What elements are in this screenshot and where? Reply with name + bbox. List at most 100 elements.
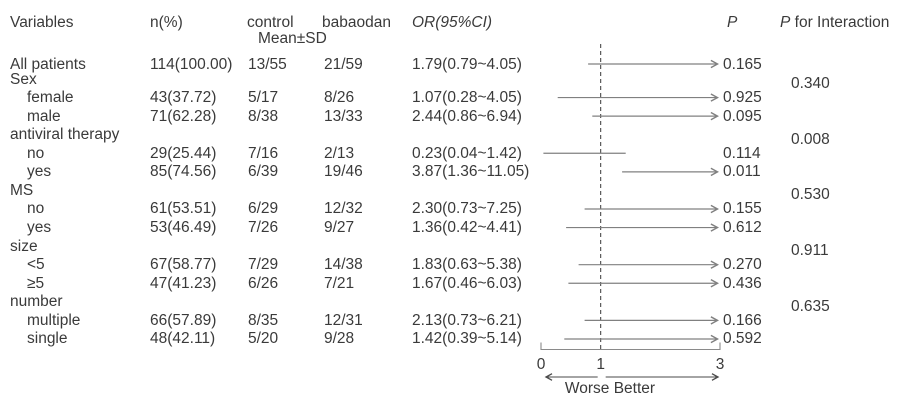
row-or-ci: 1.36(0.42~4.41): [412, 219, 522, 237]
row-babaodan-value: 2/13: [324, 144, 355, 162]
row-p-value: 0.155: [723, 200, 762, 218]
row-label: male: [27, 107, 61, 125]
row-or-ci: 1.83(0.63~5.38): [412, 256, 522, 274]
group-row: size 0.911: [0, 237, 922, 260]
row-n-pct: 43(37.72): [150, 89, 217, 107]
data-row: multiple 66(57.89) 8/35 12/31 2.13(0.73~6.21…: [0, 311, 922, 330]
row-label: ≥5: [27, 274, 45, 292]
row-control-value: 13/55: [248, 55, 287, 73]
column-header-or-ci: OR(95%CI): [412, 14, 493, 31]
row-babaodan-value: 7/21: [324, 274, 355, 292]
row-control-value: 8/35: [248, 311, 279, 329]
group-row: number 0.635: [0, 292, 922, 315]
row-p-value: 0.166: [723, 311, 762, 329]
row-p-value: 0.612: [723, 219, 762, 237]
row-p-value: 0.095: [723, 107, 762, 125]
data-row: All patients 114(100.00) 13/55 21/59 1.79(0.…: [0, 55, 922, 74]
row-p-value: 0.925: [723, 89, 762, 107]
row-p-value: 0.011: [723, 163, 761, 181]
row-p-interaction: 0.340: [791, 75, 830, 92]
row-n-pct: 48(42.11): [150, 330, 216, 348]
group-row: antiviral therapy 0.008: [0, 125, 922, 148]
data-row: yes 53(46.49) 7/26 9/27 1.36(0.42~4.41) 0.612: [0, 218, 922, 237]
row-n-pct: 114(100.00): [150, 55, 233, 73]
row-or-ci: 1.79(0.79~4.05): [412, 55, 522, 73]
row-label: yes: [27, 219, 52, 237]
row-label: single: [27, 330, 68, 348]
row-or-ci: 1.42(0.39~5.14): [412, 330, 522, 348]
row-p-interaction: 0.911: [791, 242, 829, 260]
column-header-n-pct: n(%): [150, 14, 183, 31]
row-control-value: 6/26: [248, 274, 279, 292]
row-or-ci: 1.07(0.28~4.05): [412, 89, 522, 107]
row-n-pct: 71(62.28): [150, 107, 217, 125]
row-p-interaction: 0.635: [791, 297, 830, 315]
row-or-ci: 0.23(0.04~1.42): [412, 144, 522, 162]
column-header-p-for-interaction: P for Interaction: [780, 14, 890, 31]
data-row: male 71(62.28) 8/38 13/33 2.44(0.86~6.94) 0.0…: [0, 107, 922, 126]
row-n-pct: 67(58.77): [150, 256, 217, 274]
axis-tick-label: 0: [536, 356, 546, 373]
axis-tick-label: 3: [715, 356, 725, 373]
data-row: ≥5 47(41.23) 6/26 7/21 1.67(0.46~6.03) 0.436: [0, 274, 922, 293]
row-or-ci: 3.87(1.36~11.05): [412, 163, 530, 181]
group-row: Sex 0.340: [0, 70, 922, 93]
row-label: number: [10, 293, 63, 311]
row-control-value: 7/16: [248, 144, 279, 162]
row-label: no: [27, 200, 45, 218]
row-p-value: 0.270: [723, 256, 762, 274]
row-label: antiviral therapy: [10, 126, 120, 144]
data-row: single 48(42.11) 5/20 9/28 1.42(0.39~5.14) 0.…: [0, 329, 922, 348]
row-babaodan-value: 12/31: [324, 311, 363, 329]
data-row: female 43(37.72) 5/17 8/26 1.07(0.28~4.05) 0.…: [0, 88, 922, 107]
row-label: multiple: [27, 311, 81, 329]
row-n-pct: 47(41.23): [150, 274, 217, 292]
row-babaodan-value: 12/32: [324, 200, 363, 218]
row-babaodan-value: 9/28: [324, 330, 355, 348]
row-n-pct: 61(53.51): [150, 200, 217, 218]
row-or-ci: 2.44(0.86~6.94): [412, 107, 522, 125]
row-babaodan-value: 9/27: [324, 219, 355, 237]
row-control-value: 6/29: [248, 200, 279, 218]
direction-label: Worse Better: [564, 380, 656, 397]
row-control-value: 6/39: [248, 163, 279, 181]
row-or-ci: 2.30(0.73~7.25): [412, 200, 522, 218]
row-p-value: 0.436: [723, 274, 762, 292]
row-or-ci: 1.67(0.46~6.03): [412, 274, 522, 292]
row-babaodan-value: 14/38: [324, 256, 363, 274]
row-n-pct: 85(74.56): [150, 163, 217, 181]
data-row: <5 67(58.77) 7/29 14/38 1.83(0.63~5.38) 0.270: [0, 255, 922, 274]
row-label: Sex: [10, 70, 37, 88]
row-control-value: 5/17: [248, 89, 279, 107]
row-label: All patients: [10, 55, 86, 73]
row-n-pct: 66(57.89): [150, 311, 217, 329]
row-label: yes: [27, 163, 52, 181]
row-babaodan-value: 21/59: [324, 55, 363, 73]
row-n-pct: 29(25.44): [150, 144, 217, 162]
row-label: size: [10, 237, 38, 255]
row-label: no: [27, 144, 45, 162]
data-row: no 29(25.44) 7/16 2/13 0.23(0.04~1.42) 0.114: [0, 144, 922, 163]
row-control-value: 7/26: [248, 219, 279, 237]
column-header-babaodan: babaodan: [322, 14, 391, 31]
column-header-variables: Variables: [10, 14, 74, 31]
column-header-mean-sd: Mean±SD: [258, 30, 327, 47]
row-label: female: [27, 89, 74, 107]
data-row: yes 85(74.56) 6/39 19/46 3.87(1.36~11.05) 0.0…: [0, 162, 922, 181]
row-p-value: 0.592: [723, 330, 762, 348]
row-label: MS: [10, 181, 34, 199]
row-n-pct: 53(46.49): [150, 219, 217, 237]
group-row: MS 0.530: [0, 181, 922, 204]
row-or-ci: 2.13(0.73~6.21): [412, 311, 522, 329]
row-babaodan-value: 19/46: [324, 163, 363, 181]
axis-tick-label: 1: [596, 356, 605, 373]
row-p-value: 0.165: [723, 55, 762, 73]
row-p-interaction: 0.530: [791, 186, 830, 204]
row-label: <5: [27, 256, 45, 274]
column-header-control: control: [247, 14, 294, 31]
row-p-value: 0.114: [723, 144, 761, 162]
row-control-value: 5/20: [248, 330, 279, 348]
column-header-p: P: [727, 14, 738, 31]
